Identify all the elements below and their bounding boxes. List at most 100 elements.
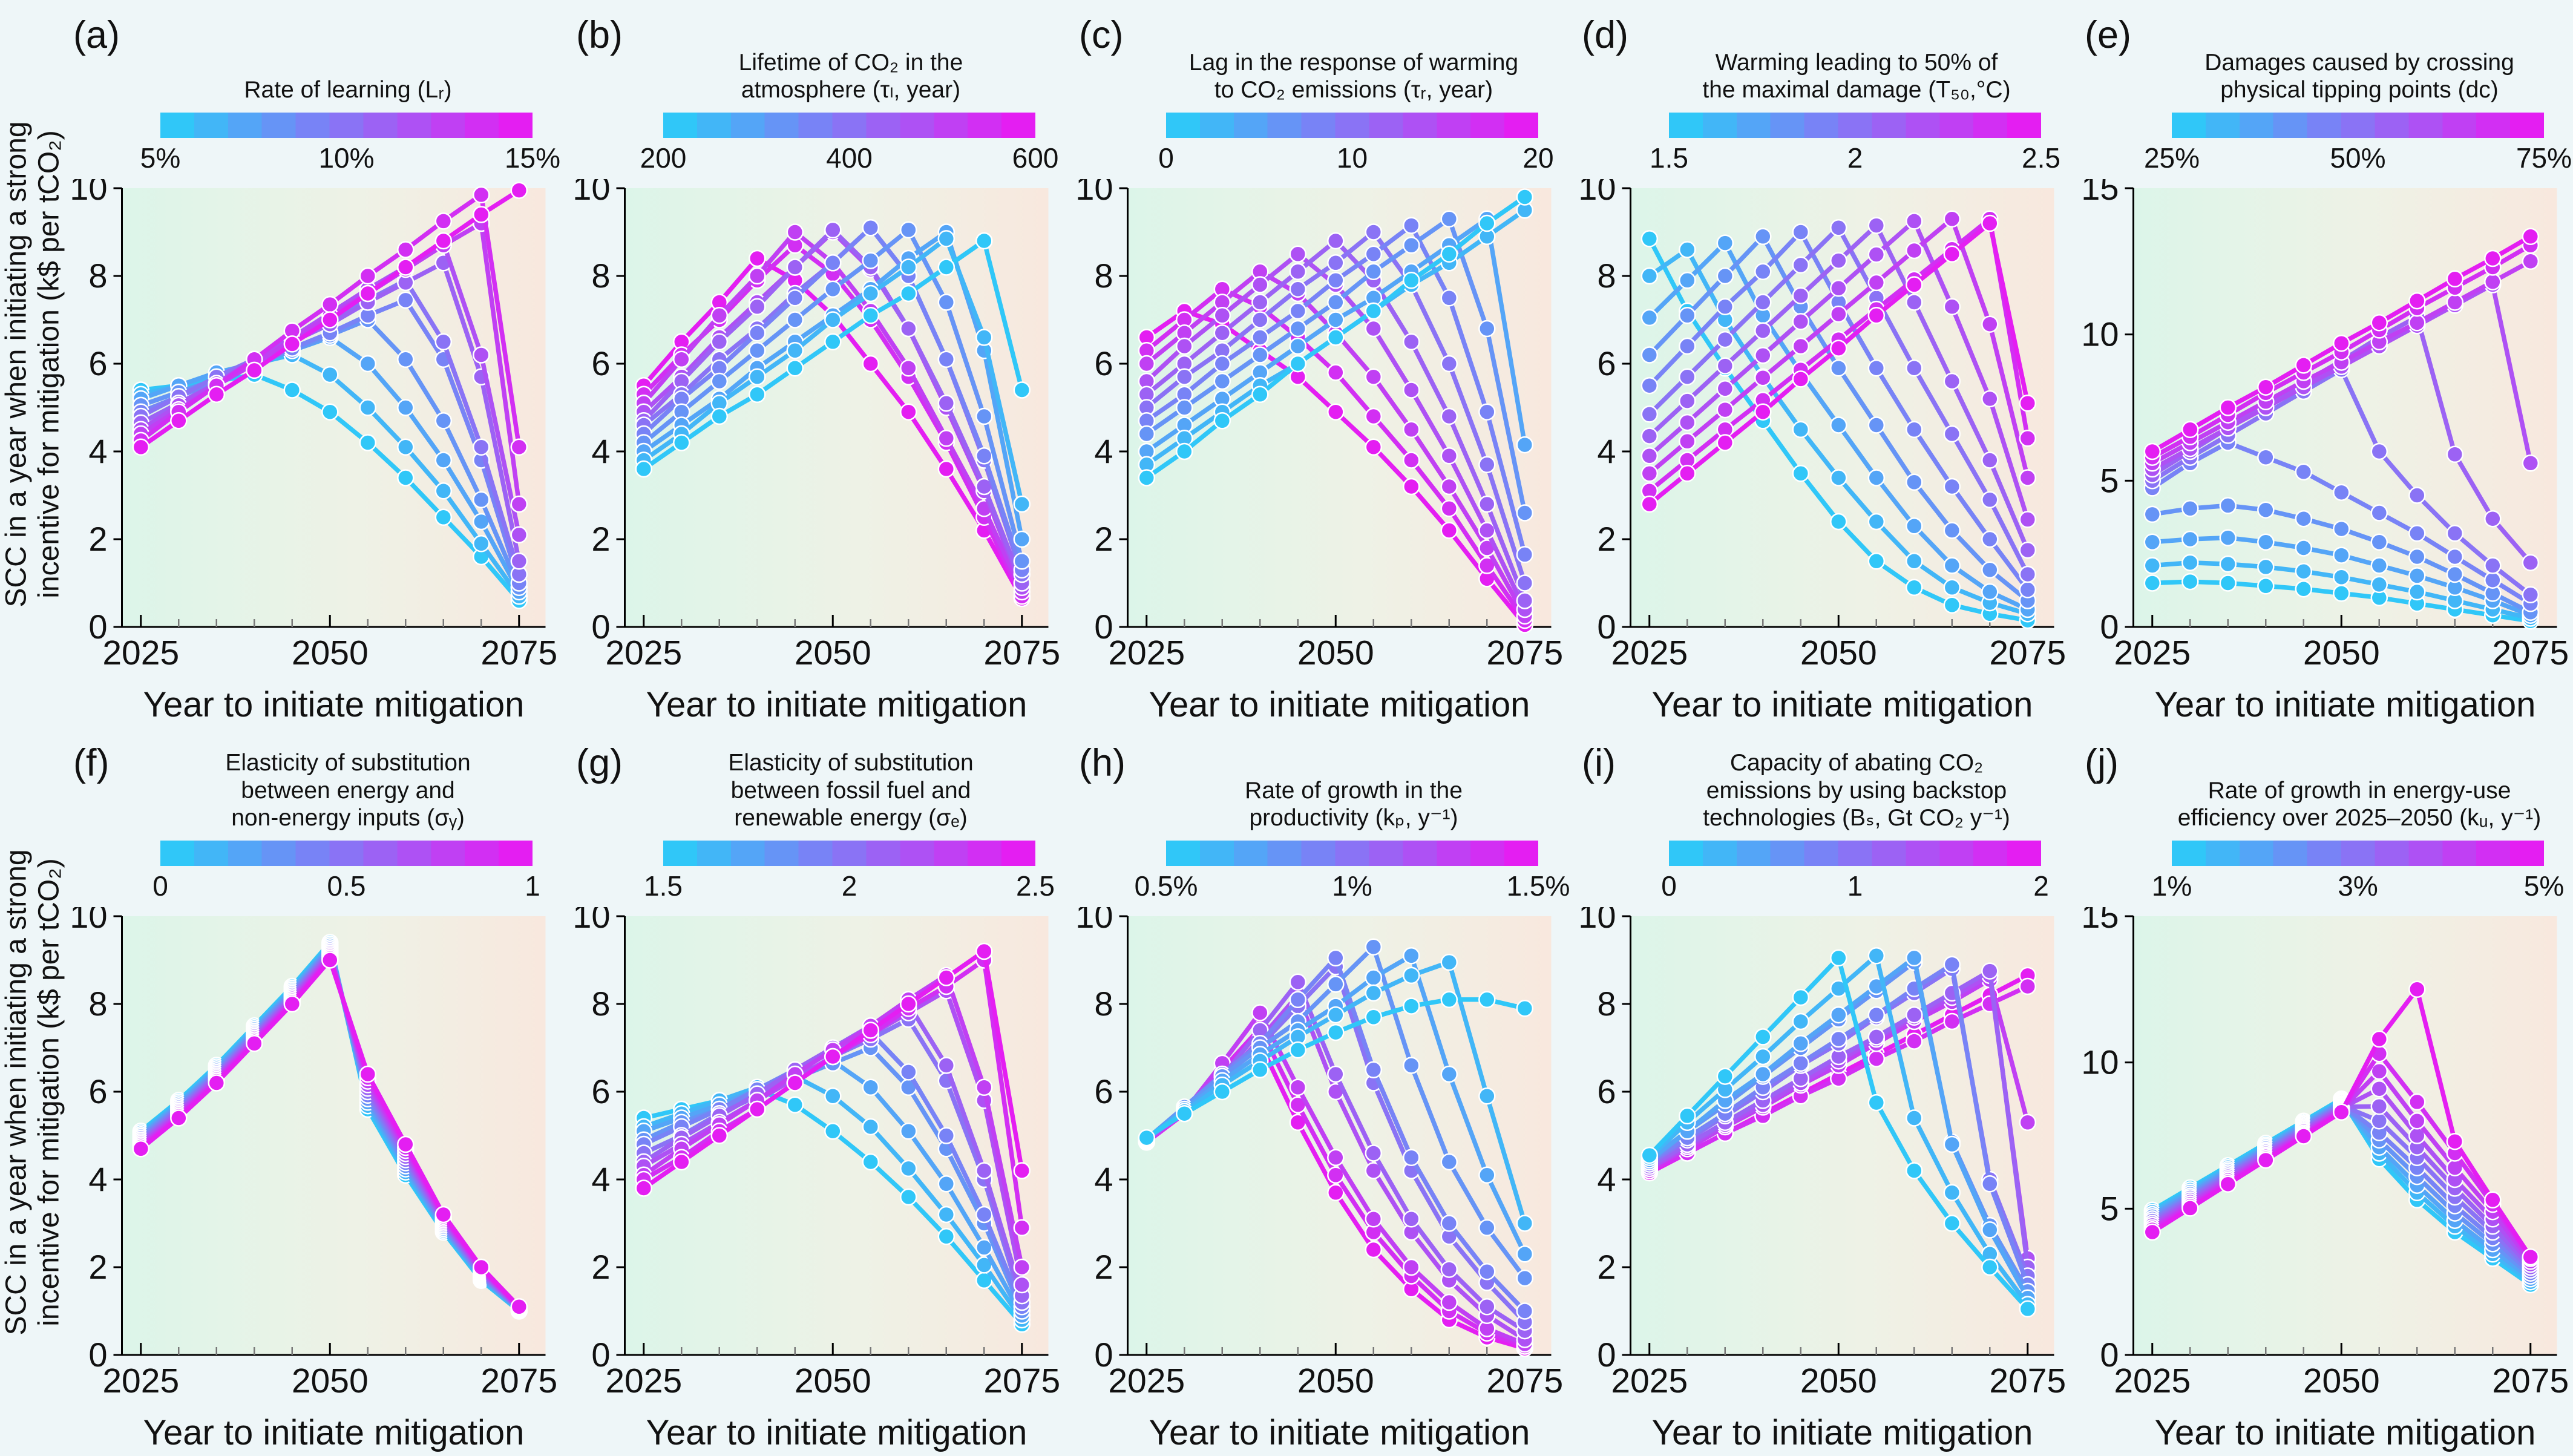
data-point-marker [2446, 445, 2464, 464]
data-point-marker [1792, 256, 1810, 274]
x-axis-tick-label: 2050 [795, 1362, 871, 1400]
panel-title: Lifetime of CO₂ in the atmosphere (τₗ, ye… [651, 0, 1051, 104]
data-point-marker [2370, 557, 2388, 574]
data-point-marker [1289, 280, 1307, 298]
data-point-marker [1213, 355, 1231, 373]
data-point-marker [1289, 337, 1307, 355]
panel-letter: (i) [1582, 742, 1616, 784]
data-point-marker [2408, 583, 2426, 601]
data-point-marker [1906, 473, 1923, 491]
data-point-marker [1327, 364, 1345, 381]
data-point-marker [1943, 245, 1961, 263]
panel-letter: (e) [2085, 14, 2131, 56]
plot: 0 5 10 15 2025 2050 2075 Year to initiate mitig… [2081, 907, 2568, 1452]
data-point-marker [1906, 517, 1923, 535]
data-point-marker [1478, 320, 1496, 338]
data-point-marker [786, 359, 804, 377]
y-axis-title-bottom: SCC in a year when initiating a strong i… [0, 732, 65, 1452]
data-point-marker [975, 407, 993, 425]
data-point-marker [1176, 442, 1193, 461]
y-axis-tick-label: 0 [1597, 608, 1616, 646]
panel-title-line: emissions by using backstop [1706, 777, 2007, 804]
data-point-marker [749, 249, 766, 267]
colorbar-tick-label: 400 [826, 142, 873, 174]
x-axis-tick-label: 2025 [102, 1362, 179, 1400]
data-point-marker [1679, 413, 1696, 431]
data-point-marker [2522, 586, 2540, 604]
data-point-marker [2484, 557, 2502, 574]
data-point-marker [1516, 1269, 1534, 1287]
panel-header: (b) Lifetime of CO₂ in the atmosphere (τₗ,… [560, 0, 1063, 108]
y-axis-tick-label: 4 [1094, 432, 1113, 470]
data-point-marker [2019, 581, 2037, 598]
x-axis-tick-label: 2025 [1108, 634, 1185, 672]
panel-letter: (h) [1079, 742, 1126, 784]
data-point-marker [824, 1123, 842, 1140]
data-point-marker [1754, 346, 1772, 364]
colorbar-tick-labels: 0 0.5 1 [152, 870, 540, 907]
data-point-marker [1365, 938, 1383, 956]
panel-header: (d) Warming leading to 50% of the maximal … [1566, 0, 2069, 108]
data-point-marker [2019, 511, 2037, 528]
data-point-marker [1440, 289, 1458, 307]
data-point-marker [434, 232, 453, 250]
data-point-marker [1830, 359, 1847, 377]
data-point-marker [1906, 276, 1923, 293]
data-point-marker [2143, 533, 2162, 551]
chart-panel-h: (h) Rate of growth in the productivity (kₚ… [1063, 728, 1570, 1456]
y-axis-tick-label: 8 [1597, 257, 1616, 295]
panel-header: (f) Elasticity of substitution between ene… [57, 728, 560, 836]
data-point-marker [862, 355, 880, 373]
data-point-marker [1516, 592, 1534, 609]
data-point-marker [1867, 553, 1886, 570]
data-point-marker [1516, 1000, 1534, 1017]
data-point-marker [1251, 1004, 1269, 1021]
data-point-marker [1867, 469, 1886, 487]
data-point-marker [1679, 307, 1696, 324]
data-point-marker [170, 1109, 188, 1127]
panel-title: Warming leading to 50% of the maximal dam… [1657, 0, 2056, 104]
data-point-marker [1867, 1050, 1886, 1067]
x-axis-tick-label: 2025 [605, 634, 682, 672]
data-point-marker [2370, 314, 2388, 332]
data-point-marker [937, 430, 955, 447]
data-point-marker [1365, 407, 1383, 425]
data-point-marker [1981, 214, 1999, 232]
colorbar-tick-labels: 25% 50% 75% [2144, 142, 2572, 179]
panel-title-line: Damages caused by crossing [2204, 49, 2514, 76]
data-point-marker [1830, 416, 1847, 434]
data-point-marker [2219, 529, 2237, 546]
colorbar-tick-label: 75% [2516, 142, 2572, 174]
data-point-marker [2333, 1103, 2350, 1121]
data-point-marker [1906, 1162, 1923, 1179]
panels-row-top: (a) Rate of learning (Lᵣ) 5% 10% 15% 0 2 4 6 8 10 2… [57, 0, 2573, 728]
panel-title-line: physical tipping points (dc) [2220, 77, 2499, 103]
data-point-marker [1213, 1083, 1231, 1101]
data-point-marker [1327, 1006, 1345, 1024]
data-point-marker [1013, 495, 1031, 513]
x-axis-title: Year to initiate mitigation [1652, 685, 2033, 724]
data-point-marker [2333, 484, 2350, 501]
data-point-marker [2181, 1199, 2199, 1217]
colorbar-tick-label: 10 [1336, 142, 1368, 174]
data-point-marker [246, 361, 263, 379]
data-point-marker [1716, 357, 1734, 375]
data-point-marker [1138, 469, 1156, 487]
data-point-marker [1365, 223, 1383, 241]
data-point-marker [2446, 270, 2464, 288]
colorbar-tick-label: 1% [2151, 870, 2192, 902]
data-point-marker [900, 1123, 917, 1140]
data-point-marker [749, 1100, 766, 1118]
data-point-marker [1679, 433, 1696, 450]
data-point-marker [1251, 293, 1269, 311]
y-axis-tick-label: 5 [2100, 1189, 2119, 1227]
data-point-marker [2143, 442, 2162, 461]
panel-header: (i) Capacity of abating CO₂ emissions by u… [1566, 728, 2069, 836]
data-point-marker [1289, 302, 1307, 320]
data-point-marker [1516, 188, 1534, 206]
data-point-marker [132, 438, 150, 456]
data-point-marker [1943, 1215, 1961, 1232]
data-point-marker [786, 258, 804, 276]
data-point-marker [1716, 298, 1734, 316]
plot: 0 2 4 6 8 10 2025 2050 2075 Year to initiate miti… [1578, 179, 2065, 724]
